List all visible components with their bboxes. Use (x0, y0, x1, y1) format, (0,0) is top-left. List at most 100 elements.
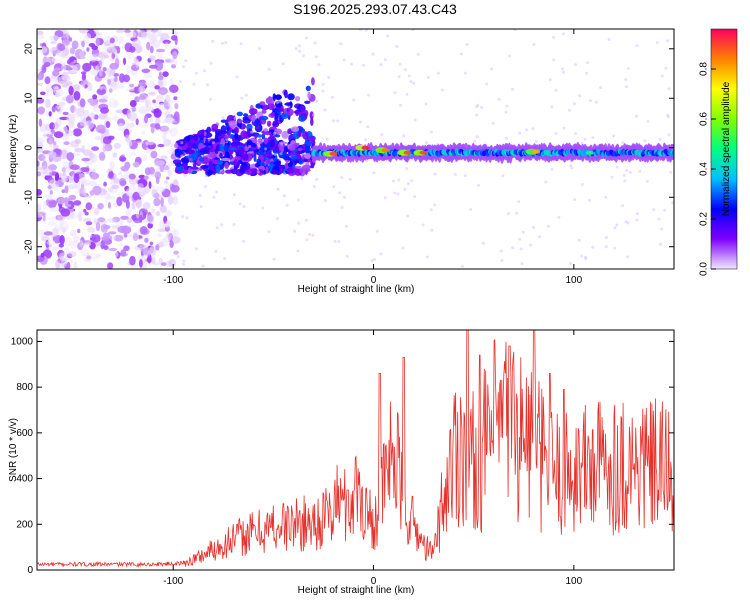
heatmap-speckle (214, 250, 218, 253)
heatmap-noise-cell (157, 29, 163, 37)
heatmap-noise-cell (145, 140, 155, 146)
heatmap-noise-cell (153, 108, 162, 118)
heatmap-noise-cell (85, 202, 93, 211)
heatmap-noise-cell (63, 126, 68, 132)
heatmap-transition-cell (254, 162, 261, 168)
heatmap-noise-cell (143, 186, 150, 195)
heatmap-noise-cell (97, 202, 104, 210)
heatmap-speckle (406, 214, 410, 218)
heatmap-speckle (491, 121, 495, 125)
heatmap-speckle (302, 162, 306, 166)
heatmap-noise-cell (74, 138, 82, 144)
heatmap-noise-cell (84, 211, 89, 216)
heatmap-noise-cell (67, 184, 78, 190)
heatmap-speckle (638, 169, 642, 173)
heatmap-speckle (220, 41, 224, 45)
heatmap-noise-cell (37, 203, 42, 209)
heatmap-transition-cell (257, 138, 263, 145)
heatmap-noise-cell (139, 226, 148, 235)
heatmap-speckle (652, 208, 656, 212)
heatmap-speckle (386, 34, 390, 38)
figure-title: S196.2025.293.07.43.C43 (293, 1, 457, 17)
heatmap-transition-cell (185, 155, 194, 159)
heatmap-transition-cell (191, 153, 198, 161)
heatmap-speckle (198, 194, 202, 197)
heatmap-transition-cell (297, 147, 303, 152)
heatmap-noise-cell (53, 122, 59, 130)
heatmap-transition-cell (240, 130, 248, 140)
heatmap-noise-cell (96, 88, 107, 96)
heatmap-noise-cell (79, 167, 90, 173)
heatmap-noise-cell (37, 145, 44, 154)
heatmap-transition-cell (263, 131, 272, 136)
heatmap-speckle (613, 246, 617, 250)
heatmap-transition-cell (261, 133, 266, 140)
heatmap-speckle (604, 195, 608, 199)
heatmap-noise-cell (87, 98, 93, 103)
heatmap-noise-cell (85, 221, 93, 226)
heatmap-speckle (323, 199, 327, 203)
heatmap-noise-cell (160, 197, 164, 207)
heatmap-noise-cell (38, 118, 43, 127)
heatmap-noise-cell (54, 58, 64, 65)
heatmap-speckle (304, 218, 308, 222)
heatmap-transition-cell (266, 120, 272, 127)
heatmap-noise-cell (160, 33, 167, 39)
snr-y-tick-label: 400 (16, 474, 33, 485)
heatmap-noise-cell (124, 29, 131, 33)
heatmap-noise-cell (158, 71, 162, 78)
heatmap-noise-cell (105, 121, 111, 128)
heatmap-noise-cell (109, 37, 115, 44)
heatmap-speckle (398, 62, 402, 66)
heatmap-noise-cell (79, 240, 84, 248)
snr-y-tick-label: 200 (16, 519, 33, 530)
heatmap-speckle (261, 206, 265, 210)
heatmap-noise-cell (161, 262, 167, 266)
heatmap-noise-cell (123, 245, 130, 251)
heatmap-noise-cell (155, 167, 161, 172)
heatmap-speckle (521, 230, 525, 234)
heatmap-speckle (429, 130, 433, 134)
heatmap-noise-cell (171, 64, 176, 69)
heatmap-transition-cell (261, 109, 267, 114)
heatmap-noise-cell (69, 47, 76, 55)
heatmap-noise-cell (149, 64, 158, 69)
heatmap-speckle (267, 230, 271, 234)
heatmap-speckle (643, 139, 647, 143)
heatmap-speckle (660, 74, 664, 78)
heatmap-transition-cell (287, 93, 295, 101)
heatmap-speckle (402, 134, 406, 138)
heatmap-speckle (403, 68, 407, 72)
heatmap-transition-cell (213, 138, 220, 143)
heatmap-transition-cell (305, 85, 311, 92)
heatmap-transition-cell (299, 105, 305, 111)
heatmap-transition-cell (262, 104, 268, 110)
heatmap-speckle (380, 133, 384, 137)
heatmap-noise-cell (126, 140, 133, 147)
heatmap-noise-cell (111, 184, 120, 190)
heatmap-speckle (345, 254, 349, 258)
heatmap-noise-cell (138, 105, 149, 115)
heatmap-noise-cell (164, 42, 169, 49)
heatmap-speckle (183, 173, 187, 177)
heatmap-speckle (344, 224, 348, 228)
heatmap-speckle (300, 177, 304, 181)
heatmap-noise-cell (168, 258, 177, 267)
heatmap-noise-cell (140, 36, 148, 41)
heatmap-speckle (615, 223, 619, 227)
heatmap-speckle (273, 152, 277, 156)
heatmap-speckle (393, 91, 397, 95)
heatmap-speckle (501, 174, 505, 178)
heatmap-noise-cell (42, 215, 46, 222)
heatmap-speckle (520, 262, 524, 266)
heatmap-noise-cell (44, 76, 51, 85)
heatmap-speckle (624, 78, 628, 82)
heatmap-noise-cell (132, 161, 140, 168)
heatmap-speckle (607, 38, 611, 41)
spectrogram-frame (36, 28, 675, 270)
heatmap-transition-cell (275, 94, 282, 100)
heatmap-transition-cell (304, 153, 311, 159)
heatmap-speckle (272, 257, 276, 261)
heatmap-noise-cell (150, 208, 156, 213)
heatmap-noise-cell (99, 57, 104, 68)
